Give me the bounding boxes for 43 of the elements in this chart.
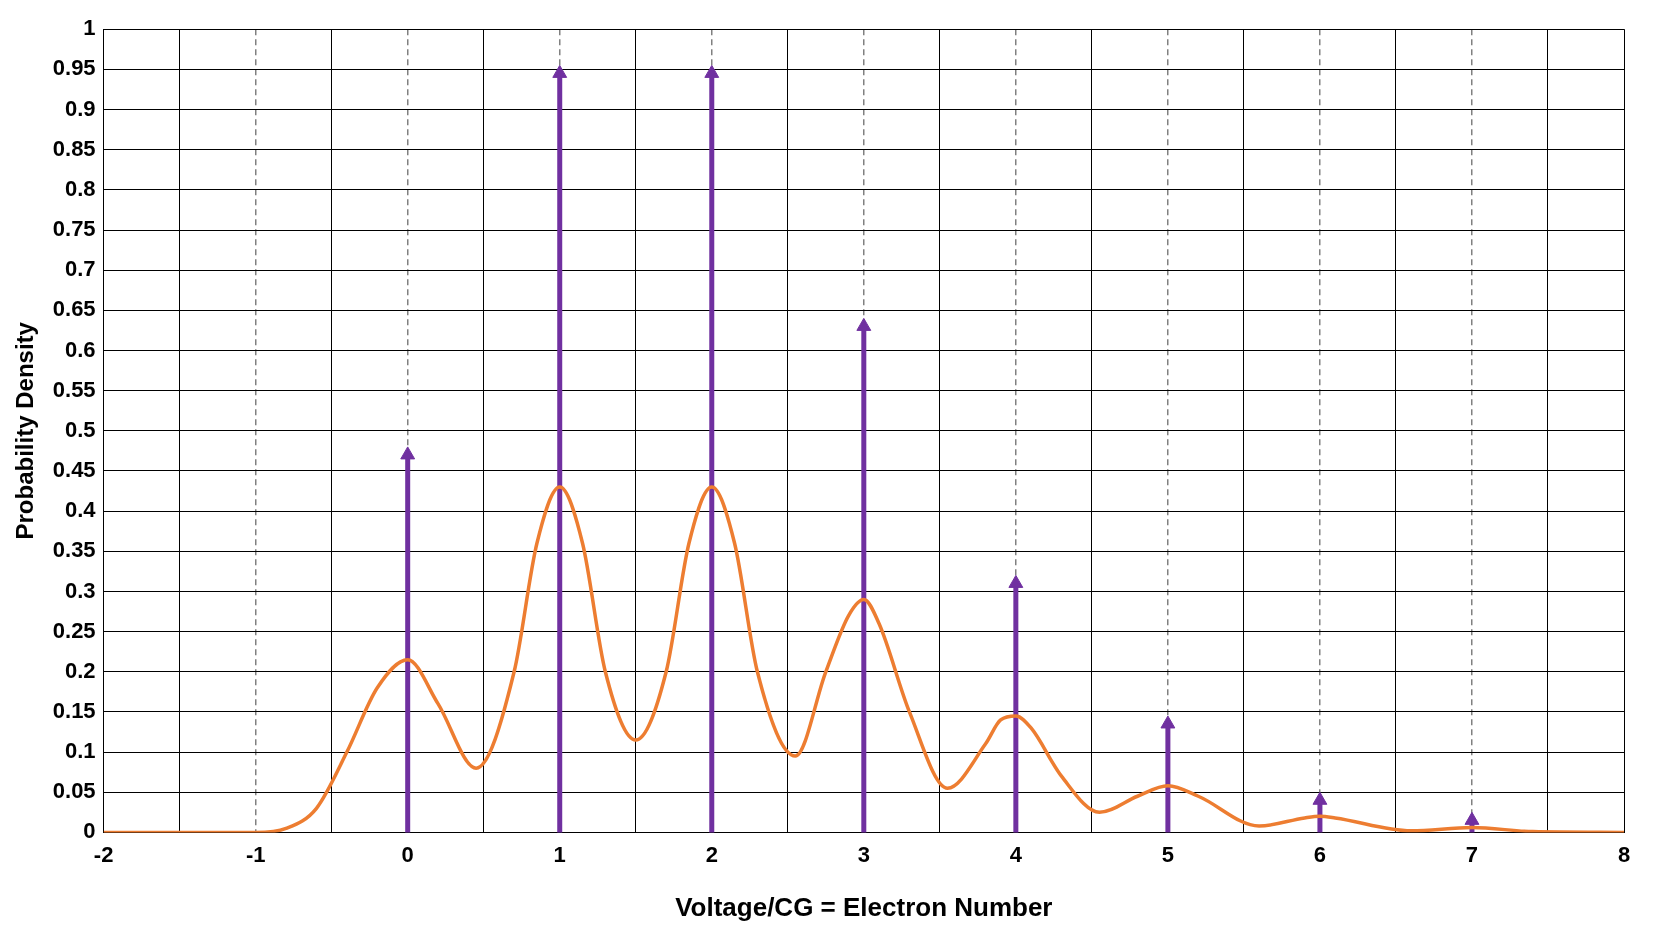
y-tick-label: 0.05 [52,778,96,804]
y-tick-label: 0.15 [52,697,96,723]
point [1160,715,1176,729]
point [400,446,416,460]
point [704,64,720,78]
y-tick-label: 0.75 [52,216,96,242]
y-tick-label: 0.65 [52,296,96,322]
point [552,64,568,78]
x-tick-label: 3 [857,841,870,867]
x-tick-label: -1 [245,841,266,867]
y-tick-label: 0.4 [65,497,97,523]
y-tick-label: 0 [83,818,96,844]
y-tick-label: 0.6 [65,336,96,362]
x-tick-label: -2 [93,841,114,867]
x-tick-label: 7 [1465,841,1479,867]
y-axis-title: Probability Density [11,321,39,540]
y-tick-label: 0.1 [65,738,96,764]
y-tick-label: 0.8 [65,175,96,201]
line-series [103,485,1624,833]
y-tick-label: 0.95 [52,55,96,81]
y-tick-label: 0.2 [65,657,96,683]
y-tick-label: 0.45 [52,457,96,483]
y-tick-label: 0.5 [65,416,96,442]
x-tick-label: 2 [705,841,718,867]
point [1312,791,1328,805]
y-tick-label: 0.35 [52,537,96,563]
x-tick-label: 6 [1313,841,1327,867]
point [1464,811,1480,825]
y-tick-label: 0.55 [52,376,96,402]
x-tick-label: 8 [1617,841,1631,867]
y-tick-label: 0.3 [65,577,96,603]
x-axis-title: Voltage/CG = Electron Number [675,891,1053,922]
y-tick-label: 0.7 [65,256,96,282]
x-tick-label: 4 [1009,841,1023,867]
x-tick-label: 1 [553,841,566,867]
y-tick-label: 0.25 [52,617,96,643]
y-tick-label: 1 [83,15,96,41]
y-tick-label: 0.9 [65,95,96,121]
point [1008,574,1024,588]
x-tick-label: 5 [1161,841,1175,867]
point [856,317,872,331]
y-tick-label: 0.85 [52,135,96,161]
x-tick-label: 0 [401,841,414,867]
